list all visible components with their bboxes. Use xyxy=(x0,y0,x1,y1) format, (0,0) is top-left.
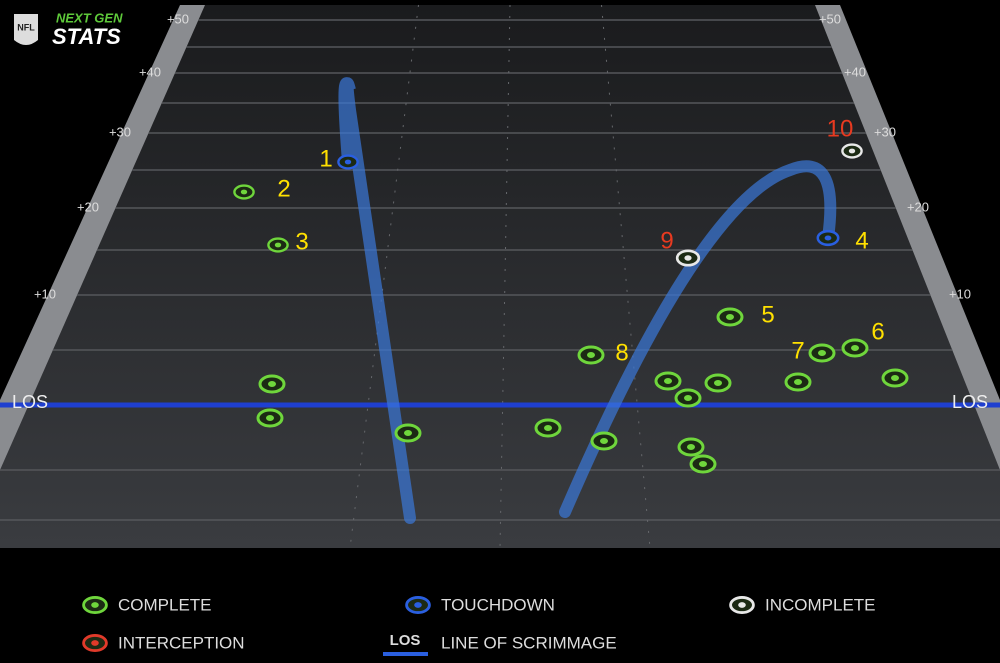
pass-marker-dot xyxy=(714,380,722,386)
pass-marker-dot xyxy=(266,415,274,421)
yard-label: +20 xyxy=(77,199,99,214)
pass-marker-dot xyxy=(274,242,282,248)
los-label: LOS xyxy=(952,392,988,412)
pass-marker-dot xyxy=(687,444,695,450)
pass-label: 3 xyxy=(295,228,308,255)
pass-label: 2 xyxy=(277,175,290,202)
pass-marker-dot xyxy=(664,378,672,384)
pass-marker-dot xyxy=(240,189,248,195)
pass-marker-dot xyxy=(684,255,692,261)
yard-label: +20 xyxy=(907,199,929,214)
pass-marker-dot xyxy=(848,148,856,154)
pass-label: 6 xyxy=(871,318,884,345)
pass-marker-dot xyxy=(544,425,552,431)
yard-label: +50 xyxy=(819,11,841,26)
pass-markers xyxy=(233,143,909,474)
trajectory xyxy=(338,77,416,524)
hash-column xyxy=(499,4,511,549)
legend-touchdown: TOUCHDOWN xyxy=(441,595,555,614)
pass-marker-dot xyxy=(794,379,802,385)
pass-marker-dot xyxy=(268,381,276,387)
pass-marker-dot xyxy=(587,352,595,358)
pass-marker-dot xyxy=(699,461,707,467)
pass-label: 10 xyxy=(827,115,854,142)
logo-badge: NFL xyxy=(17,22,35,32)
pass-marker-dot xyxy=(91,602,99,608)
pass-marker-dot xyxy=(738,602,746,608)
logo-line1: NEXT GEN xyxy=(56,10,123,25)
yard-label: +30 xyxy=(109,124,131,139)
pass-marker-dot xyxy=(344,159,352,165)
pass-marker-dot xyxy=(891,375,899,381)
yard-label: +40 xyxy=(139,64,161,79)
yard-labels: +50 +50 +40 +40 +30 +30 +20 +20 +10 +10 xyxy=(34,11,971,301)
logo: NFL NEXT GEN STATS xyxy=(14,10,123,49)
legend-interception: INTERCEPTION xyxy=(118,633,245,652)
pass-label: 1 xyxy=(319,145,332,172)
yard-label: +10 xyxy=(34,286,56,301)
pass-marker-dot xyxy=(684,395,692,401)
pass-label: 8 xyxy=(615,339,628,366)
field xyxy=(0,5,1000,548)
pass-label: 7 xyxy=(791,337,804,364)
pass-marker-dot xyxy=(818,350,826,356)
legend-complete: COMPLETE xyxy=(118,595,212,614)
pass-marker-dot xyxy=(824,235,832,241)
los-label: LOS xyxy=(12,392,48,412)
yard-label: +10 xyxy=(949,286,971,301)
pass-marker-dot xyxy=(726,314,734,320)
legend: COMPLETE TOUCHDOWN INCOMPLETE INTERCEPTI… xyxy=(82,595,876,656)
pass-label: 5 xyxy=(761,301,774,328)
pass-marker-dot xyxy=(404,430,412,436)
yard-label: +30 xyxy=(874,124,896,139)
pass-label: 4 xyxy=(855,227,868,254)
legend-los-text: LINE OF SCRIMMAGE xyxy=(441,633,617,652)
yard-label: +40 xyxy=(844,64,866,79)
pass-marker-dot xyxy=(91,640,99,646)
pass-label: 9 xyxy=(660,227,673,254)
legend-los-badge: LOS xyxy=(390,632,421,649)
logo-line2: STATS xyxy=(52,24,121,49)
trajectory xyxy=(559,160,837,518)
pass-marker-dot xyxy=(600,438,608,444)
legend-incomplete: INCOMPLETE xyxy=(765,595,876,614)
pass-marker-dot xyxy=(414,602,422,608)
pass-marker-dot xyxy=(851,345,859,351)
yard-label: +50 xyxy=(167,11,189,26)
yard-lines xyxy=(0,4,1000,549)
logo-shield xyxy=(14,14,38,45)
